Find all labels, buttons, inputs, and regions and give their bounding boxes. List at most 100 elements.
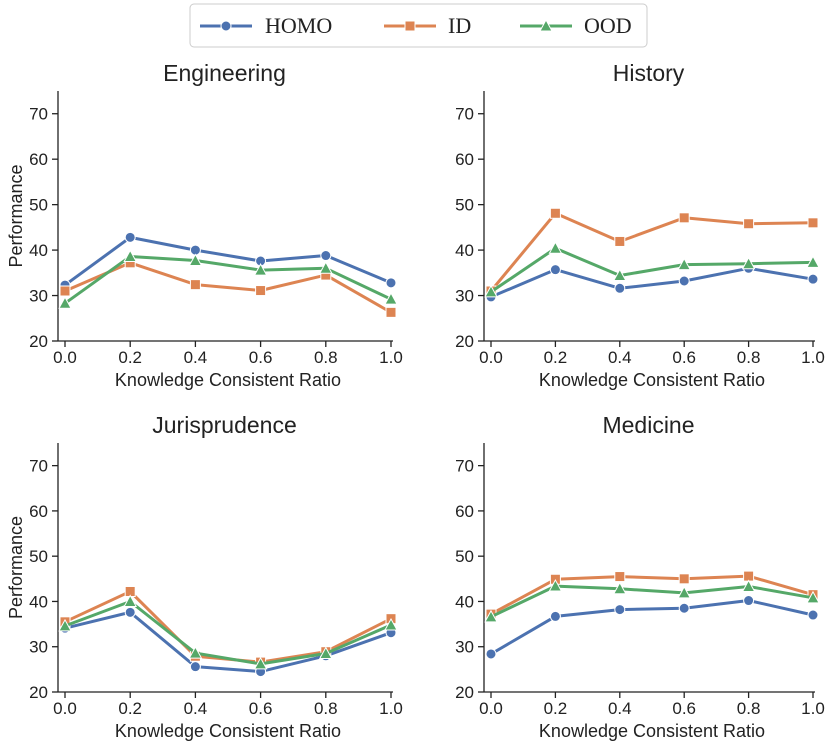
data-point-ood [484,284,498,298]
data-point-ood [741,256,756,270]
y-tick-label: 50 [455,196,474,215]
series-line-ood [490,584,814,619]
legend-marker-ood [539,18,553,32]
data-point-homo [614,604,626,616]
x-tick-label: 0.0 [53,699,77,718]
y-tick-label: 20 [29,683,48,702]
y-tick-label: 70 [455,457,474,476]
data-point-ood [384,292,398,305]
series-line-homo [64,235,392,287]
data-point-ood [123,249,138,262]
data-point-homo [678,602,690,614]
data-point-ood [806,590,820,604]
y-tick-label: 40 [29,241,48,260]
data-point-homo [614,282,626,294]
legend-item-id: ID [384,13,471,38]
x-tick-label: 1.0 [379,699,403,718]
data-point-homo [743,595,755,607]
y-tick-label: 70 [455,105,474,124]
x-tick-label: 0.0 [479,699,503,718]
data-point-ood [318,261,333,274]
legend-label-homo: HOMO [265,13,332,38]
series-line-homo [64,610,392,674]
subplot-jurisprudence: Jurisprudence 20 30 40 50 60 70 0.0 0.2 0.4 0.6 0.8… [6,412,403,741]
data-point-ood [253,263,268,276]
x-tick-label: 0.4 [608,699,632,718]
data-point-ood [612,581,627,595]
data-point-homo [124,606,136,618]
data-point-ood [318,646,333,660]
series-line-homo [490,599,814,656]
data-point-id [807,217,819,229]
series-line-ood [490,246,814,294]
data-point-ood [548,241,563,254]
x-tick-label: 0.6 [672,348,696,367]
y-tick-label: 50 [455,547,474,566]
subplots: Engineering 20 30 40 50 60 70 0.0 0.2 0.4 0.6 0.8 1.… [6,60,825,741]
x-tick-label: 0.8 [314,699,338,718]
series-line-id [64,261,392,314]
data-point-ood [741,579,756,593]
x-tick-label: 0.2 [544,699,568,718]
subplot-title: Jurisprudence [152,412,296,438]
x-tick-label: 1.0 [379,348,403,367]
subplot-medicine: Medicine 20 30 40 50 60 70 0.0 0.2 0.4 0.6 0.8 1.0 Kn… [455,412,825,741]
x-tick-label: 0.2 [118,348,142,367]
series-ood [58,594,398,670]
y-tick-label: 30 [29,287,48,306]
series-line-ood [64,600,392,666]
y-tick-label: 60 [455,502,474,521]
data-point-ood [123,594,138,607]
x-axis-label: Knowledge Consistent Ratio [539,370,765,390]
data-point-homo [124,231,136,243]
subplot-history: History 20 30 40 50 60 70 0.0 0.2 0.4 0.6 0.8 1.0 Kno… [455,60,825,390]
y-axis-label: Performance [6,516,26,619]
x-tick-label: 0.8 [737,699,761,718]
data-point-homo [549,264,561,276]
data-point-ood [548,579,563,592]
data-point-id [614,235,626,247]
x-axis-label: Knowledge Consistent Ratio [115,721,341,741]
y-tick-label: 60 [455,150,474,169]
series-line-id [490,574,814,616]
data-point-id [549,207,561,219]
legend-marker-id [404,20,416,32]
y-tick-label: 40 [455,241,474,260]
data-point-id [385,306,397,318]
legend-label-ood: OOD [584,13,632,38]
y-tick-label: 40 [455,592,474,611]
x-tick-label: 0.0 [479,348,503,367]
series-id [485,207,819,297]
y-tick-label: 60 [29,502,48,521]
legend-item-ood: OOD [520,13,632,38]
series-id [59,257,397,318]
data-point-id [255,285,267,297]
data-point-ood [612,268,627,282]
x-tick-label: 0.6 [249,699,273,718]
x-axis-label: Knowledge Consistent Ratio [115,370,341,390]
subplot-title: Medicine [602,412,694,438]
subplot-title: History [613,60,685,86]
data-point-id [189,279,201,291]
data-point-id [614,571,626,583]
data-point-homo [678,275,690,287]
data-point-homo [320,250,332,262]
x-tick-label: 0.2 [544,348,568,367]
data-point-ood [58,618,72,632]
x-tick-label: 0.0 [53,348,77,367]
x-axis-label: Knowledge Consistent Ratio [539,721,765,741]
subplot-title: Engineering [163,60,286,86]
data-point-homo [189,661,201,673]
data-point-ood [484,609,498,623]
x-tick-label: 0.4 [608,348,632,367]
y-tick-label: 30 [455,638,474,657]
subplot-engineering: Engineering 20 30 40 50 60 70 0.0 0.2 0.4 0.6 0.8 1.… [6,60,403,390]
x-tick-label: 1.0 [801,699,825,718]
y-axis-label: Performance [6,164,26,267]
y-tick-label: 40 [29,592,48,611]
y-tick-label: 50 [29,196,48,215]
data-point-ood [188,253,203,267]
data-point-ood [253,656,268,670]
series-ood [58,249,398,309]
legend-item-homo: HOMO [200,13,332,38]
